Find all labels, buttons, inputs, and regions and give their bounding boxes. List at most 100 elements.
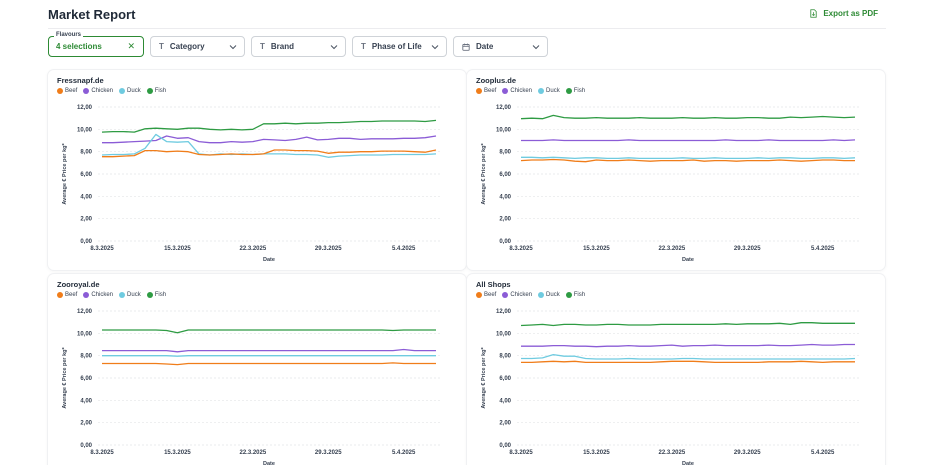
text-type-icon: T <box>159 42 164 51</box>
legend-label: Fish <box>154 292 167 298</box>
legend-label: Chicken <box>510 88 533 94</box>
chart-card-all-shops: All Shops Beef Chicken Duck Fish 0,00 2,0… <box>467 274 885 465</box>
chart-title: Zooroyal.de <box>57 280 100 289</box>
line-chart: 0,00 2,00 4,00 6,00 8,00 10,00 12,00 8.3.2025 15… <box>481 309 859 465</box>
legend-item-beef[interactable]: Beef <box>57 292 77 298</box>
x-tick-label: 5.4.2025 <box>811 246 835 252</box>
flavours-filter[interactable]: Flavours 4 selections ✕ <box>48 32 144 57</box>
phase-of-life-filter-label: Phase of Life <box>371 42 422 51</box>
legend-swatch-beef <box>476 292 482 298</box>
y-tick-label: 10,00 <box>496 331 512 337</box>
x-axis-title: Date <box>682 257 694 263</box>
x-tick-label: 8.3.2025 <box>90 246 114 252</box>
legend-item-duck[interactable]: Duck <box>119 292 141 298</box>
series-line-duck[interactable] <box>521 353 856 360</box>
legend-swatch-chicken <box>83 88 90 94</box>
legend-item-fish[interactable]: Fish <box>146 88 167 94</box>
legend-label: Chicken <box>91 88 114 94</box>
y-tick-label: 6,00 <box>80 172 92 178</box>
series-line-chicken[interactable] <box>102 135 437 144</box>
legend-item-duck[interactable]: Duck <box>119 88 141 94</box>
date-filter[interactable]: Date <box>453 36 548 57</box>
legend-item-fish[interactable]: Fish <box>146 292 167 298</box>
y-tick-label: 4,00 <box>499 194 511 200</box>
legend-item-fish[interactable]: Fish <box>565 88 586 94</box>
legend-item-beef[interactable]: Beef <box>57 88 77 94</box>
legend-swatch-fish <box>146 88 153 94</box>
series-line-beef[interactable] <box>520 158 855 163</box>
chart-title: All Shops <box>476 280 511 289</box>
legend-swatch-fish <box>565 88 572 94</box>
legend-item-chicken[interactable]: Chicken <box>502 292 532 298</box>
legend-swatch-duck <box>119 292 126 298</box>
series-line-duck[interactable] <box>102 355 436 357</box>
legend-item-chicken[interactable]: Chicken <box>502 88 532 94</box>
y-axis-title: Average € Price per kg* <box>481 143 487 205</box>
series-line-fish[interactable] <box>520 322 855 327</box>
x-tick-label: 15.3.2025 <box>583 450 610 456</box>
series-line-chicken[interactable] <box>102 348 436 353</box>
y-tick-label: 4,00 <box>80 398 92 404</box>
y-tick-label: 6,00 <box>80 376 92 382</box>
series-line-beef[interactable] <box>102 149 437 158</box>
line-chart: 0,00 2,00 4,00 6,00 8,00 10,00 12,00 8.3.2025 15… <box>62 309 440 465</box>
legend-label: Duck <box>546 88 560 94</box>
series-line-fish[interactable] <box>101 119 437 133</box>
legend-item-beef[interactable]: Beef <box>476 292 496 298</box>
x-tick-label: 22.3.2025 <box>239 246 266 252</box>
x-tick-label: 8.3.2025 <box>90 450 114 456</box>
x-tick-label: 5.4.2025 <box>392 246 416 252</box>
y-tick-label: 10,00 <box>496 127 512 133</box>
legend-label: Beef <box>65 292 78 298</box>
category-filter[interactable]: T Category <box>150 36 245 57</box>
phase-of-life-filter[interactable]: T Phase of Life <box>352 36 447 57</box>
legend-item-duck[interactable]: Duck <box>538 292 560 298</box>
text-type-icon: T <box>361 42 366 51</box>
chevron-down-icon <box>532 45 540 50</box>
clear-icon[interactable]: ✕ <box>127 41 135 51</box>
header-bar: Market Report Export as PDF <box>48 5 886 29</box>
text-type-icon: T <box>260 42 265 51</box>
series-line-beef[interactable] <box>102 362 436 366</box>
legend-item-beef[interactable]: Beef <box>476 88 496 94</box>
series-line-chicken[interactable] <box>521 343 855 348</box>
x-tick-label: 15.3.2025 <box>583 246 610 252</box>
series-line-chicken[interactable] <box>521 139 856 142</box>
x-tick-label: 8.3.2025 <box>509 246 533 252</box>
legend-item-fish[interactable]: Fish <box>565 292 585 298</box>
chevron-down-icon <box>229 45 237 50</box>
y-tick-label: 2,00 <box>499 421 511 427</box>
series-line-duck[interactable] <box>101 133 437 158</box>
export-pdf-button[interactable]: Export as PDF <box>809 9 878 18</box>
series-line-beef[interactable] <box>521 360 855 364</box>
series-line-fish[interactable] <box>102 329 436 334</box>
y-tick-label: 0,00 <box>80 443 92 449</box>
legend-swatch-chicken <box>83 292 90 298</box>
legend-item-chicken[interactable]: Chicken <box>83 292 113 298</box>
legend-label: Duck <box>127 292 141 298</box>
y-tick-label: 8,00 <box>80 354 92 360</box>
x-tick-label: 15.3.2025 <box>164 246 191 252</box>
chart-legend: Beef Chicken Duck Fish <box>57 88 166 94</box>
legend-item-duck[interactable]: Duck <box>538 88 560 94</box>
y-tick-label: 10,00 <box>77 127 93 133</box>
flavours-filter-legend: Flavours <box>54 32 84 38</box>
legend-item-chicken[interactable]: Chicken <box>83 88 113 94</box>
legend-label: Duck <box>546 292 560 298</box>
y-tick-label: 0,00 <box>80 239 92 245</box>
line-chart: 0,00 2,00 4,00 6,00 8,00 10,00 12,00 8.3.2025 15… <box>481 105 859 263</box>
legend-swatch-beef <box>57 292 63 298</box>
legend-label: Fish <box>154 88 167 94</box>
legend-label: Beef <box>484 88 497 94</box>
y-axis-title: Average € Price per kg* <box>62 143 68 205</box>
series-line-duck[interactable] <box>521 156 856 160</box>
y-tick-label: 12,00 <box>77 105 93 111</box>
y-tick-label: 4,00 <box>499 398 511 404</box>
legend-label: Chicken <box>510 292 533 298</box>
y-tick-label: 4,00 <box>80 194 92 200</box>
brand-filter-label: Brand <box>270 42 295 51</box>
series-line-fish[interactable] <box>520 114 856 120</box>
brand-filter[interactable]: T Brand <box>251 36 346 57</box>
x-tick-label: 22.3.2025 <box>658 246 685 252</box>
legend-label: Fish <box>573 88 586 94</box>
